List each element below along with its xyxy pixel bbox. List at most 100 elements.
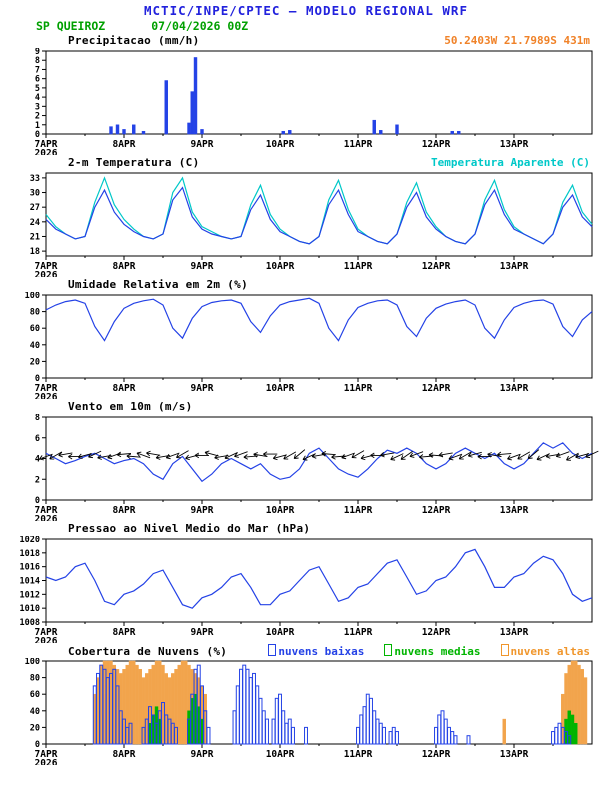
svg-text:7APR: 7APR	[35, 749, 58, 760]
precip-right-label: 50.2403W 21.7989S 431m	[444, 34, 590, 47]
svg-text:7APR: 7APR	[35, 261, 58, 272]
svg-text:33: 33	[30, 174, 40, 184]
svg-text:10APR: 10APR	[266, 261, 295, 272]
svg-text:60: 60	[30, 324, 40, 334]
svg-text:9: 9	[35, 48, 40, 57]
svg-text:12APR: 12APR	[422, 139, 451, 150]
svg-text:9APR: 9APR	[191, 749, 214, 760]
series-nuvens-baixas	[92, 664, 572, 745]
svg-text:11APR: 11APR	[344, 627, 373, 638]
svg-text:30: 30	[30, 189, 40, 199]
svg-text:40: 40	[30, 341, 40, 351]
svg-text:100: 100	[25, 292, 40, 301]
svg-text:2: 2	[35, 112, 40, 122]
svg-text:9APR: 9APR	[191, 627, 214, 638]
temp2m-right-label: Temperatura Aparente (C)	[431, 156, 590, 169]
svg-text:1020: 1020	[20, 536, 40, 545]
svg-text:10APR: 10APR	[266, 505, 295, 516]
clouds-title-row: Cobertura de Nuvens (%) nuvens baixas nuve…	[0, 644, 612, 658]
svg-text:1014: 1014	[20, 577, 40, 587]
svg-text:1010: 1010	[20, 604, 40, 614]
series-vento-velocidade	[45, 442, 593, 483]
svg-text:40: 40	[30, 707, 40, 717]
svg-text:10APR: 10APR	[266, 749, 295, 760]
svg-text:60: 60	[30, 690, 40, 700]
svg-text:8APR: 8APR	[113, 505, 136, 516]
panel-temp2m: 2-m Temperatura (C) Temperatura Aparente …	[0, 156, 612, 277]
clouds-title: Cobertura de Nuvens (%)	[68, 645, 228, 658]
series-pressao-nivel-mar	[45, 548, 593, 609]
svg-text:8APR: 8APR	[113, 749, 136, 760]
series-temperatura-aparente	[45, 176, 593, 245]
cloud-legend: nuvens baixas nuvens medias nuvens altas	[268, 644, 590, 658]
svg-text:24: 24	[30, 218, 40, 228]
svg-text:8APR: 8APR	[113, 139, 136, 150]
svg-text:1018: 1018	[20, 549, 40, 559]
svg-text:1016: 1016	[20, 563, 40, 573]
station-name: SP QUEIROZ	[36, 19, 106, 33]
svg-text:12APR: 12APR	[422, 749, 451, 760]
svg-text:13APR: 13APR	[500, 261, 529, 272]
svg-text:4: 4	[35, 93, 40, 103]
report-title: MCTIC/INPE/CPTEC — MODELO REGIONAL WRF	[144, 3, 468, 18]
svg-text:2026: 2026	[35, 148, 58, 155]
wind10m-title: Vento em 10m (m/s)	[68, 400, 193, 413]
svg-text:10APR: 10APR	[266, 139, 295, 150]
svg-text:80: 80	[30, 674, 40, 684]
svg-text:1012: 1012	[20, 590, 40, 600]
svg-text:3: 3	[35, 102, 40, 112]
legend-nuvens-baixas: nuvens baixas	[268, 644, 364, 658]
svg-text:11APR: 11APR	[344, 139, 373, 150]
svg-text:11APR: 11APR	[344, 505, 373, 516]
run-datetime: 07/04/2026 00Z	[151, 19, 249, 33]
svg-text:20: 20	[30, 723, 40, 733]
svg-text:8APR: 8APR	[113, 261, 136, 272]
svg-text:7APR: 7APR	[35, 627, 58, 638]
svg-text:9APR: 9APR	[191, 383, 214, 394]
svg-text:12APR: 12APR	[422, 627, 451, 638]
svg-text:9APR: 9APR	[191, 505, 214, 516]
svg-text:20: 20	[30, 357, 40, 367]
header-line2: SP QUEIROZ 07/04/2026 00Z	[0, 19, 612, 33]
series-temperatura-2m	[45, 186, 593, 245]
svg-text:0: 0	[35, 374, 40, 384]
panel-clouds: Cobertura de Nuvens (%) nuvens baixas nuve…	[0, 644, 612, 765]
svg-text:2026: 2026	[35, 758, 58, 765]
svg-text:9APR: 9APR	[191, 261, 214, 272]
svg-text:13APR: 13APR	[500, 627, 529, 638]
svg-text:2026: 2026	[35, 392, 58, 399]
svg-text:9APR: 9APR	[191, 139, 214, 150]
svg-text:5: 5	[35, 84, 40, 94]
nuvens-medias-swatch-icon	[384, 644, 393, 656]
slp-title-row: Pressao ao Nivel Medio do Mar (hPa)	[0, 522, 612, 536]
svg-text:8APR: 8APR	[113, 383, 136, 394]
svg-text:7APR: 7APR	[35, 505, 58, 516]
svg-text:0: 0	[35, 130, 40, 140]
legend-nuvens-medias: nuvens medias	[384, 644, 481, 658]
svg-text:6: 6	[35, 75, 40, 85]
temp2m-title: 2-m Temperatura (C)	[68, 156, 200, 169]
svg-text:2026: 2026	[35, 270, 58, 277]
svg-text:13APR: 13APR	[500, 383, 529, 394]
svg-text:12APR: 12APR	[422, 505, 451, 516]
svg-text:0: 0	[35, 496, 40, 506]
svg-text:8: 8	[35, 414, 40, 423]
panel-rh2m: Umidade Relativa em 2m (%) 0 20 40 60 80 100 7A…	[0, 278, 612, 399]
svg-text:7APR: 7APR	[35, 383, 58, 394]
svg-text:7APR: 7APR	[35, 139, 58, 150]
svg-text:4: 4	[35, 455, 40, 465]
svg-text:21: 21	[30, 232, 40, 242]
panel-wind10m: Vento em 10m (m/s) 0 2 4 6 8 7APR 2026 8APR 9APR 1…	[0, 400, 612, 521]
svg-text:2: 2	[35, 475, 40, 485]
svg-text:1: 1	[35, 121, 40, 131]
series-umidade-relativa	[45, 297, 593, 342]
precip-title: Precipitacao (mm/h)	[68, 34, 200, 47]
series-vento-direcao	[39, 449, 599, 461]
svg-text:13APR: 13APR	[500, 505, 529, 516]
